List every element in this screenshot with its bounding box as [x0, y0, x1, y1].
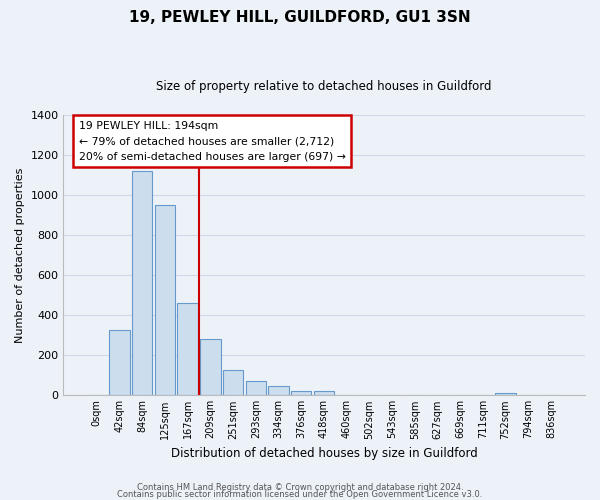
Text: 19 PEWLEY HILL: 194sqm
← 79% of detached houses are smaller (2,712)
20% of semi-: 19 PEWLEY HILL: 194sqm ← 79% of detached…	[79, 120, 346, 162]
Bar	[109, 330, 130, 395]
Bar	[178, 303, 198, 395]
Bar	[155, 205, 175, 395]
Bar	[496, 393, 516, 395]
Text: Contains HM Land Registry data © Crown copyright and database right 2024.: Contains HM Land Registry data © Crown c…	[137, 484, 463, 492]
Bar	[245, 381, 266, 395]
Bar	[200, 339, 221, 395]
Y-axis label: Number of detached properties: Number of detached properties	[15, 168, 25, 342]
Title: Size of property relative to detached houses in Guildford: Size of property relative to detached ho…	[156, 80, 491, 93]
Bar	[132, 171, 152, 395]
Bar	[291, 391, 311, 395]
X-axis label: Distribution of detached houses by size in Guildford: Distribution of detached houses by size …	[170, 447, 477, 460]
Bar	[268, 386, 289, 395]
Bar	[223, 370, 243, 395]
Bar	[314, 391, 334, 395]
Text: Contains public sector information licensed under the Open Government Licence v3: Contains public sector information licen…	[118, 490, 482, 499]
Text: 19, PEWLEY HILL, GUILDFORD, GU1 3SN: 19, PEWLEY HILL, GUILDFORD, GU1 3SN	[129, 10, 471, 25]
